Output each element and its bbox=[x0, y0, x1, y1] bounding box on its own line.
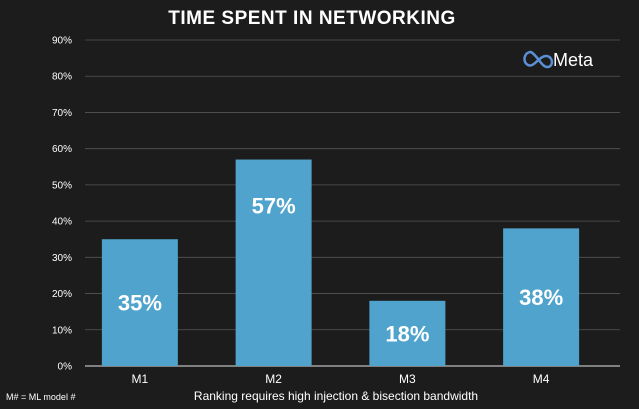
y-tick-label: 80% bbox=[52, 72, 72, 83]
bars: 35% 57% 18% 38% bbox=[101, 159, 580, 366]
y-tick-label: 50% bbox=[52, 180, 72, 191]
bar-m4 bbox=[503, 228, 580, 366]
meta-infinity-logo-icon bbox=[523, 50, 554, 69]
brand-name: Meta bbox=[553, 50, 594, 70]
meta-logo: Meta bbox=[523, 50, 594, 70]
chart-title: TIME SPENT IN NETWORKING bbox=[168, 8, 456, 29]
bar-value-label: 35% bbox=[118, 291, 162, 316]
x-category-label: M1 bbox=[132, 372, 149, 386]
x-axis-categories: M1 M2 M3 M4 bbox=[132, 372, 550, 386]
x-category-label: M4 bbox=[533, 372, 550, 386]
bar-m3 bbox=[369, 300, 446, 366]
bar-m1 bbox=[101, 239, 178, 366]
bar-m2 bbox=[235, 159, 312, 366]
caption: Ranking requires high injection & bisect… bbox=[194, 389, 478, 403]
footnote: M# = ML model # bbox=[6, 392, 75, 402]
y-tick-label: 30% bbox=[52, 253, 72, 264]
bar-value-label: 38% bbox=[519, 285, 563, 310]
y-tick-label: 10% bbox=[52, 325, 72, 336]
bar-value-label: 18% bbox=[385, 321, 429, 346]
y-tick-label: 70% bbox=[52, 108, 72, 119]
y-tick-label: 20% bbox=[52, 289, 72, 300]
y-axis-ticks: 0% 10% 20% 30% 40% 50% 60% 70% 80% 90% bbox=[52, 36, 72, 373]
y-tick-label: 60% bbox=[52, 144, 72, 155]
x-category-label: M3 bbox=[399, 372, 416, 386]
y-tick-label: 40% bbox=[52, 217, 72, 228]
x-category-label: M2 bbox=[265, 372, 282, 386]
y-tick-label: 0% bbox=[58, 362, 73, 373]
y-tick-label: 90% bbox=[52, 36, 72, 47]
bar-value-label: 57% bbox=[252, 194, 296, 219]
